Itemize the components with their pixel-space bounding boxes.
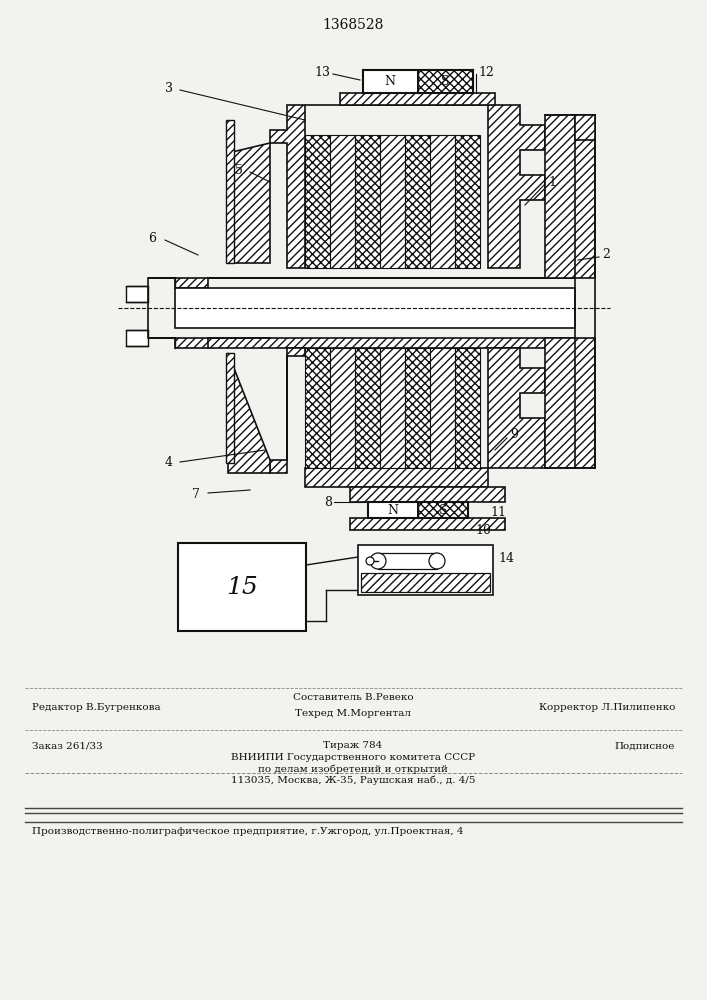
Polygon shape [545,115,595,278]
Bar [350,487,505,502]
Text: Заказ 261/33: Заказ 261/33 [32,742,103,750]
Bar [355,348,380,468]
Bar [418,70,473,93]
Text: 7: 7 [192,488,200,500]
Text: 3: 3 [165,82,173,95]
Bar [226,120,234,263]
Text: Производственно-полиграфическое предприятие, г.Ужгород, ул.Проектная, 4: Производственно-полиграфическое предприя… [32,828,464,836]
Text: 2: 2 [602,248,610,261]
Bar [363,70,418,93]
Bar [418,502,468,518]
Text: 10: 10 [475,524,491,536]
Polygon shape [228,143,270,263]
Text: 6: 6 [148,232,156,244]
Bar [361,573,490,592]
Text: Подписное: Подписное [614,742,675,750]
Circle shape [366,557,374,565]
Bar [430,348,455,468]
Bar [175,288,575,328]
Bar [350,518,505,530]
Polygon shape [148,338,575,348]
Text: 4: 4 [165,456,173,468]
Text: 9: 9 [510,428,518,442]
Bar [368,502,418,518]
Bar [126,330,148,346]
Bar [305,135,330,268]
Polygon shape [270,105,305,268]
Text: 113035, Москва, Ж-35, Раушская наб., д. 4/5: 113035, Москва, Ж-35, Раушская наб., д. … [230,775,475,785]
Polygon shape [305,468,488,487]
Text: 13: 13 [314,66,330,79]
Bar [226,353,234,463]
Text: 12: 12 [478,66,494,79]
Text: 8: 8 [324,495,332,508]
Polygon shape [228,353,270,473]
Polygon shape [270,348,305,473]
Text: Техред М.Моргентал: Техред М.Моргентал [295,708,411,718]
Text: 1368528: 1368528 [322,18,384,32]
Bar [380,348,405,468]
Bar [126,286,148,302]
Circle shape [429,553,445,569]
Text: Редактор В.Бугренкова: Редактор В.Бугренкова [32,704,160,712]
Bar [430,135,455,268]
Text: 1: 1 [548,176,556,188]
Bar [405,348,430,468]
Bar [575,115,595,140]
Bar [355,135,380,268]
Bar [455,135,480,268]
Circle shape [370,553,386,569]
Text: 14: 14 [498,552,514,564]
Text: N: N [387,504,399,516]
Text: ВНИИПИ Государственного комитета СССР: ВНИИПИ Государственного комитета СССР [231,754,475,762]
Text: Тираж 784: Тираж 784 [323,742,382,750]
Polygon shape [488,348,545,468]
Bar [378,553,437,569]
Text: 11: 11 [490,506,506,518]
Bar [330,135,355,268]
Text: Корректор Л.Пилипенко: Корректор Л.Пилипенко [539,704,675,712]
Text: 5: 5 [235,163,243,176]
Text: S: S [440,75,449,88]
Bar [405,135,430,268]
Text: по делам изобретений и открытий: по делам изобретений и открытий [258,764,448,774]
Bar [178,543,306,631]
Bar [305,348,330,468]
Polygon shape [148,278,575,288]
Bar [358,545,493,595]
Polygon shape [545,338,595,468]
Text: S: S [439,504,448,516]
Polygon shape [488,105,545,268]
Text: Составитель В.Ревеко: Составитель В.Ревеко [293,694,414,702]
Bar [340,93,495,105]
Text: 15: 15 [226,576,258,598]
Bar [380,135,405,268]
Bar [455,348,480,468]
Text: N: N [385,75,395,88]
Bar [330,348,355,468]
